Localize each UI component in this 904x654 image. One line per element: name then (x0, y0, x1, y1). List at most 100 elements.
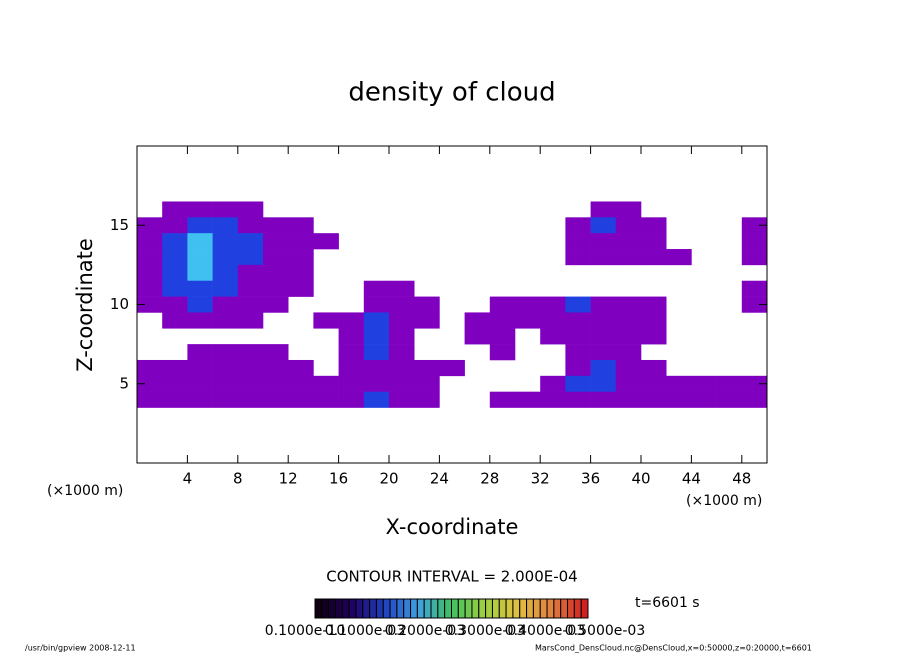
colorbar-swatch (464, 598, 473, 619)
contour-cell (489, 296, 516, 313)
contour-cell (590, 328, 617, 345)
colorbar-swatch (505, 598, 514, 619)
colorbar-swatch (321, 598, 330, 619)
contour-cell (187, 312, 213, 329)
colorbar-swatch (444, 598, 452, 619)
contour-cell (741, 296, 768, 313)
contour-cell (414, 391, 440, 408)
contour-cell (565, 217, 591, 234)
contour-cell (389, 391, 415, 408)
contour-cell (741, 249, 768, 266)
contour-cell (237, 280, 264, 297)
contour-cell (288, 264, 314, 282)
time-label: t=6601 s (635, 595, 700, 611)
contour-cell (288, 249, 314, 266)
contour-cell (162, 217, 188, 234)
contour-cell (641, 296, 667, 313)
x-tick-label: 16 (329, 470, 348, 488)
contour-cell (212, 312, 239, 329)
colorbar-swatch (532, 598, 541, 619)
contour-cell (137, 264, 163, 282)
contour-cell (263, 296, 289, 313)
contour-cell (515, 391, 541, 408)
contour-cell (162, 359, 188, 377)
contour-cell (363, 375, 390, 392)
contour-cell (615, 391, 642, 408)
contour-cell (237, 375, 264, 392)
contour-cell (137, 280, 163, 297)
contour-cell (187, 391, 213, 408)
y-axis-label: Z-coordinate (73, 238, 97, 372)
contour-cell (263, 280, 289, 297)
contour-cell (641, 375, 667, 392)
x-tick-label: 4 (183, 470, 193, 488)
contour-cell (666, 391, 692, 408)
contour-cell (615, 201, 642, 218)
contour-cell (464, 312, 491, 329)
contour-cell (590, 312, 617, 329)
contour-cell (137, 249, 163, 266)
contour-cell (741, 280, 768, 297)
colorbar-swatch (382, 598, 391, 619)
contour-cell (363, 312, 390, 329)
colorbar-swatch (457, 598, 466, 619)
contour-cell (288, 217, 314, 234)
contour-cell (313, 312, 339, 329)
contour-cell (162, 249, 188, 266)
contour-cell (615, 233, 642, 250)
contour-cell (389, 375, 415, 392)
colorbar-swatch (498, 598, 507, 619)
contour-cell (363, 391, 390, 408)
contour-cell (464, 328, 491, 345)
colorbar-swatch (341, 598, 350, 619)
contour-cell (716, 375, 743, 392)
contour-cell (212, 375, 239, 392)
contour-cell (212, 201, 239, 218)
contour-cell (615, 344, 642, 361)
contour-cell (162, 375, 188, 392)
contour-cell (414, 359, 440, 377)
contour-cell (615, 359, 642, 377)
contour-cell (212, 391, 239, 408)
colorbar-label: 0.2000e-03 (385, 623, 465, 639)
colorbar-swatch (512, 598, 521, 619)
colorbar-swatch (437, 598, 446, 619)
x-tick-label: 24 (430, 470, 449, 488)
contour-cell (137, 359, 163, 377)
contour-cell (263, 344, 289, 361)
contour-cell (313, 233, 339, 250)
contour-cell (263, 264, 289, 282)
contour-cell (288, 280, 314, 297)
contour-cell (641, 217, 667, 234)
contour-cell (641, 328, 667, 345)
x-tick-label: 44 (682, 470, 701, 488)
contour-cell (187, 249, 213, 266)
contour-cell (590, 233, 617, 250)
contour-cell (540, 328, 566, 345)
colorbar-swatch (539, 598, 548, 619)
colorbar-swatch (567, 598, 575, 619)
colorbar-swatch (430, 598, 439, 619)
colorbar-swatch (485, 598, 493, 619)
colorbar-label: 0.1000e-10 (265, 623, 345, 639)
contour-cell (389, 280, 415, 297)
contour-cell (212, 359, 239, 377)
contour-cell (565, 296, 591, 313)
contour-cell (615, 375, 642, 392)
contour-cell (137, 233, 163, 250)
colorbar-swatch (478, 598, 487, 619)
colorbar-swatch (553, 598, 562, 619)
contour-cell (137, 391, 163, 408)
contour-cell (162, 233, 188, 250)
contour-cell (666, 375, 692, 392)
contour-cell (389, 328, 415, 345)
contour-cell (187, 201, 213, 218)
colorbar-swatch (471, 598, 480, 619)
footer-left: /usr/bin/gpview 2008-12-11 (25, 644, 136, 653)
contour-cell (691, 391, 717, 408)
contour-cell (565, 359, 591, 377)
contour-cell (741, 375, 768, 392)
contour-cell (615, 217, 642, 234)
x-tick-label: 12 (279, 470, 298, 488)
contour-cell (237, 217, 264, 234)
